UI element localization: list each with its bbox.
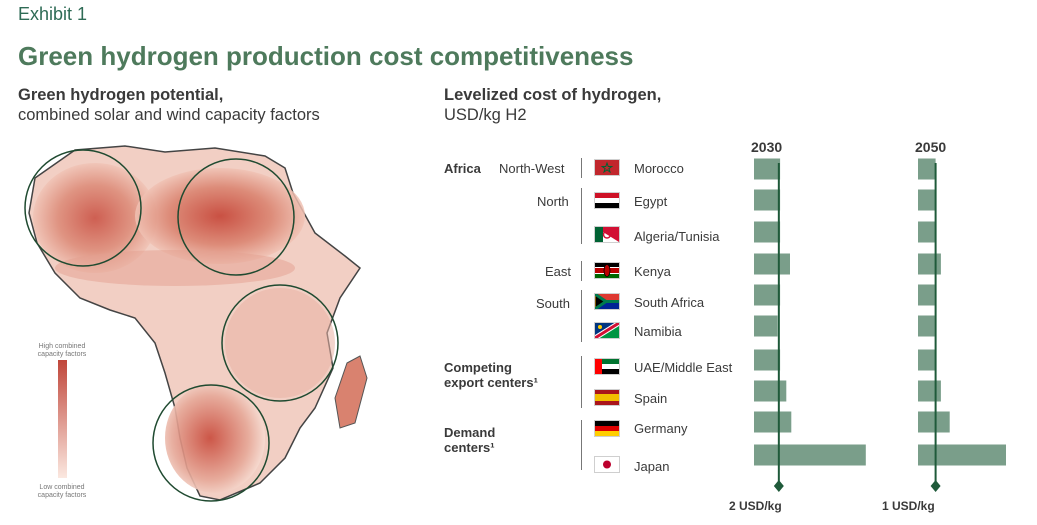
bracket-north-west <box>581 158 582 178</box>
region-south: South <box>536 296 570 311</box>
bar-2050-spain <box>918 380 941 402</box>
egypt-flag-icon <box>594 192 620 209</box>
bracket-north <box>581 188 582 244</box>
bar-2030-spain <box>754 380 787 402</box>
region-north: North <box>537 194 569 209</box>
chart-subtitle: USD/kg H2 <box>444 106 527 124</box>
page-title: Green hydrogen production cost competiti… <box>18 41 634 71</box>
chart-title: Levelized cost of hydrogen, <box>444 86 662 104</box>
region-east: East <box>545 264 572 279</box>
country-label-spain: Spain <box>634 391 668 406</box>
country-label-egypt: Egypt <box>634 194 668 209</box>
bar-2050-morocco <box>918 158 936 180</box>
south-africa-flag-icon <box>594 293 620 310</box>
reference-label-2050: 1 USD/kg <box>882 499 935 513</box>
map-title: Green hydrogen potential, <box>18 86 224 104</box>
legend-high-label: High combined capacity factors <box>37 343 87 358</box>
column-header-2030: 2030 <box>751 139 783 155</box>
bar-chart-2050 <box>918 158 1006 492</box>
germany-flag-icon <box>594 420 620 437</box>
reference-label-2030: 2 USD/kg <box>729 499 782 513</box>
bar-2030-germany <box>754 411 792 433</box>
bar-2030-south-africa <box>754 284 781 306</box>
group-competing-line2: export centers¹ <box>444 375 538 390</box>
bar-2050-namibia <box>918 315 935 337</box>
madagascar <box>334 355 368 429</box>
bar-2030-namibia <box>754 315 778 337</box>
africa-map <box>24 145 368 502</box>
group-demand-line1: Demand <box>444 425 496 440</box>
legend-gradient-bar <box>58 360 67 478</box>
reference-marker-2050 <box>930 480 941 492</box>
bar-2050-south-africa <box>918 284 935 306</box>
country-label-south-africa: South Africa <box>634 295 705 310</box>
bar-2030-egypt <box>754 189 781 211</box>
country-label-kenya: Kenya <box>634 264 671 279</box>
column-header-2050: 2050 <box>915 139 947 155</box>
bar-chart-2030 <box>754 158 866 492</box>
bar-2050-egypt <box>918 189 936 211</box>
spain-flag-icon <box>594 389 620 406</box>
country-label-japan: Japan <box>634 459 670 474</box>
bar-2050-japan <box>918 444 1006 466</box>
region-north-west: North-West <box>499 161 565 176</box>
bar-2030-uae-middle-east <box>754 349 781 371</box>
bar-2050-algeria-tunisia <box>918 221 936 243</box>
bracket-east <box>581 261 582 281</box>
group-competing-line1: Competing <box>444 360 512 375</box>
reference-marker-2030 <box>773 480 784 492</box>
legend-low-label: Low combined capacity factors <box>37 484 87 499</box>
bracket-demand <box>581 420 582 470</box>
map-subtitle: combined solar and wind capacity factors <box>18 106 320 124</box>
bar-2030-japan <box>754 444 866 466</box>
country-label-morocco: Morocco <box>634 161 684 176</box>
country-label-germany: Germany <box>634 421 688 436</box>
japan-flag-icon <box>594 456 620 473</box>
country-label-algeria-tunisia: Algeria/Tunisia <box>634 229 720 244</box>
bar-2050-uae-middle-east <box>918 349 936 371</box>
bar-2030-morocco <box>754 158 781 180</box>
bar-2030-kenya <box>754 253 790 275</box>
kenya-flag-icon <box>594 262 620 279</box>
algeria-tunisia-flag-icon <box>594 226 620 243</box>
bracket-south <box>581 290 582 342</box>
namibia-flag-icon <box>594 322 620 339</box>
country-label-namibia: Namibia <box>634 324 682 339</box>
group-africa: Africa <box>444 161 481 176</box>
bar-2050-kenya <box>918 253 941 275</box>
exhibit-label: Exhibit 1 <box>18 4 88 24</box>
morocco-flag-icon <box>594 159 620 176</box>
bar-2050-germany <box>918 411 950 433</box>
country-label-uae: UAE/Middle East <box>634 360 733 375</box>
group-demand-line2: centers¹ <box>444 440 495 455</box>
bar-2030-algeria-tunisia <box>754 221 781 243</box>
uae-flag-icon <box>594 358 620 375</box>
bracket-competing <box>581 356 582 408</box>
